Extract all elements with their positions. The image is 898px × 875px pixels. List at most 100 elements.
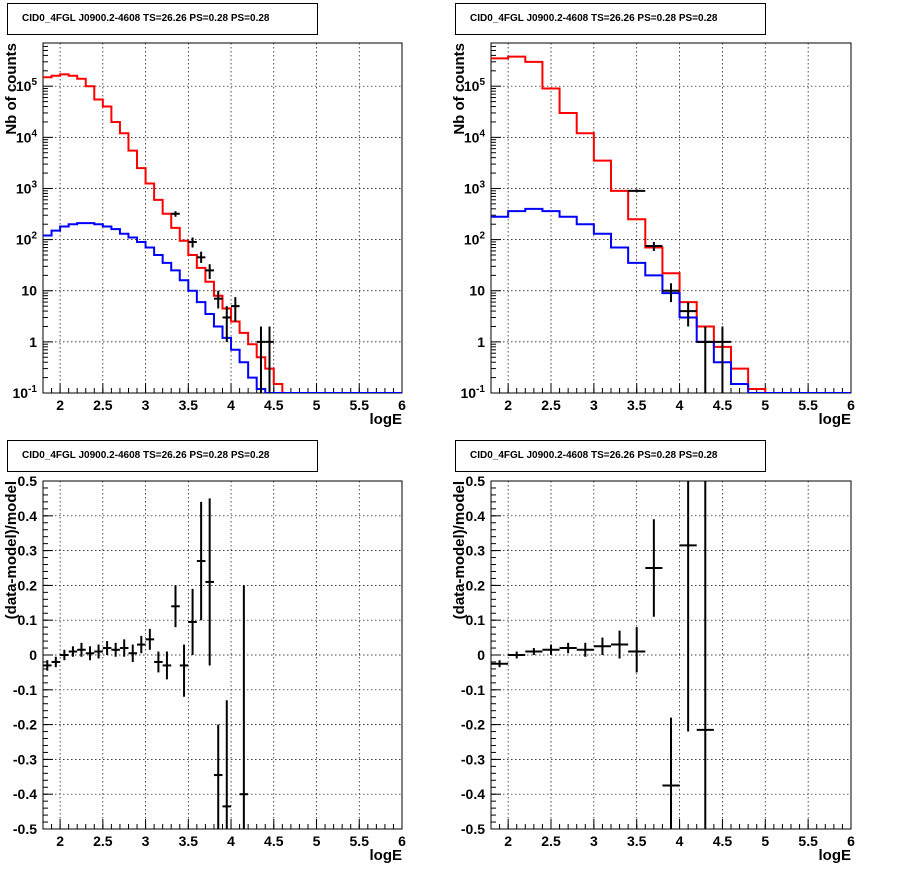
x-tick-label: 2 bbox=[504, 833, 512, 849]
y-tick-label: 10 bbox=[469, 283, 485, 299]
x-axis-label: logE bbox=[370, 847, 403, 864]
x-tick-label: 6 bbox=[847, 397, 855, 413]
y-tick-label: 0.2 bbox=[466, 577, 486, 593]
y-tick-label: 0.3 bbox=[466, 543, 486, 559]
panel-title-bottom-left: CID0_4FGL J0900.2-4608 TS=26.26 PS=0.28 … bbox=[7, 440, 318, 472]
plot-frame bbox=[42, 42, 403, 394]
x-tick-label: 3.5 bbox=[627, 397, 647, 413]
plot-area bbox=[491, 55, 851, 393]
x-tick-label: 3.5 bbox=[179, 397, 199, 413]
x-tick-label: 2.5 bbox=[93, 397, 113, 413]
y-tick-label: 105 bbox=[16, 77, 38, 94]
source_model-histogram bbox=[43, 222, 402, 393]
y-tick-label: -0.1 bbox=[461, 682, 485, 698]
x-tick-label: 4 bbox=[227, 397, 235, 413]
y-tick-label: 0 bbox=[477, 647, 485, 663]
x-tick-label: 5 bbox=[313, 397, 321, 413]
y-tick-label: -0.4 bbox=[461, 786, 485, 802]
y-tick-label: -0.4 bbox=[13, 786, 37, 802]
y-tick-label: 103 bbox=[16, 179, 38, 196]
y-tick-label: 10-1 bbox=[461, 384, 486, 401]
x-tick-label: 4.5 bbox=[264, 397, 284, 413]
x-tick-label: 3.5 bbox=[179, 833, 199, 849]
x-tick-label: 5.5 bbox=[350, 397, 370, 413]
x-tick-label: 4.5 bbox=[713, 397, 733, 413]
source_model-histogram bbox=[491, 207, 851, 393]
x-tick-label: 6 bbox=[398, 397, 406, 413]
x-tick-label: 3.5 bbox=[627, 833, 647, 849]
y-tick-label: -0.5 bbox=[13, 821, 37, 837]
y-axis-label: Nb of counts bbox=[3, 43, 20, 135]
plot-area bbox=[43, 73, 402, 393]
x-tick-label: 4.5 bbox=[264, 833, 284, 849]
x-tick-label: 5 bbox=[761, 397, 769, 413]
y-tick-label: 0.5 bbox=[18, 473, 38, 489]
plot-area bbox=[491, 481, 714, 829]
y-tick-label: 0.4 bbox=[18, 508, 38, 524]
y-tick-label: -0.3 bbox=[13, 751, 37, 767]
panel-title-bottom-right: CID0_4FGL J0900.2-4608 TS=26.26 PS=0.28 … bbox=[455, 440, 766, 472]
y-tick-label: 105 bbox=[464, 77, 486, 94]
y-tick-label: 0.5 bbox=[466, 473, 486, 489]
y-tick-label: 10 bbox=[21, 283, 37, 299]
x-axis-label: logE bbox=[819, 411, 852, 428]
total_model-histogram bbox=[43, 73, 402, 393]
x-axis-label: logE bbox=[370, 411, 403, 428]
y-tick-label: 0.1 bbox=[18, 612, 38, 628]
y-tick-label: -0.3 bbox=[461, 751, 485, 767]
panel-title-top-left: CID0_4FGL J0900.2-4608 TS=26.26 PS=0.28 … bbox=[7, 3, 318, 35]
total_model-histogram bbox=[491, 55, 851, 393]
y-tick-label: 0.1 bbox=[466, 612, 486, 628]
x-tick-label: 4 bbox=[227, 833, 235, 849]
panel-0: 2 2.5 3 3.5 4 4.5 5 5.5 6 10-1 1 10 102 103 104 105 logE… bbox=[3, 42, 406, 428]
y-tick-label: -0.2 bbox=[461, 717, 485, 733]
y-axis-label: (data-model)/model bbox=[3, 481, 20, 619]
x-axis-label: logE bbox=[819, 847, 852, 864]
x-tick-label: 4 bbox=[676, 833, 684, 849]
x-tick-label: 6 bbox=[847, 833, 855, 849]
x-tick-label: 2.5 bbox=[93, 833, 113, 849]
x-tick-label: 5.5 bbox=[798, 833, 818, 849]
x-tick-label: 4.5 bbox=[713, 833, 733, 849]
y-tick-label: -0.2 bbox=[13, 717, 37, 733]
x-tick-label: 6 bbox=[398, 833, 406, 849]
x-tick-label: 3 bbox=[142, 833, 150, 849]
y-tick-label: 104 bbox=[16, 128, 38, 145]
y-tick-label: -0.1 bbox=[13, 682, 37, 698]
y-tick-label: 0 bbox=[29, 647, 37, 663]
y-tick-label: 10-1 bbox=[13, 384, 38, 401]
x-tick-label: 2.5 bbox=[541, 833, 561, 849]
x-tick-label: 5.5 bbox=[798, 397, 818, 413]
x-tick-label: 2 bbox=[504, 397, 512, 413]
y-tick-label: 1 bbox=[477, 334, 485, 350]
y-tick-label: 0.2 bbox=[18, 577, 38, 593]
x-tick-label: 2.5 bbox=[541, 397, 561, 413]
x-tick-label: 2 bbox=[56, 833, 64, 849]
plot-frame bbox=[490, 42, 852, 394]
y-axis-label: (data-model)/model bbox=[451, 481, 468, 619]
y-tick-label: 102 bbox=[464, 231, 486, 248]
x-tick-label: 2 bbox=[56, 397, 64, 413]
panel-1: 2 2.5 3 3.5 4 4.5 5 5.5 6 10-1 1 10 102 103 104 105 logE… bbox=[451, 42, 855, 428]
y-tick-label: 0.4 bbox=[466, 508, 486, 524]
x-tick-label: 5 bbox=[761, 833, 769, 849]
panel-title-top-right: CID0_4FGL J0900.2-4608 TS=26.26 PS=0.28 … bbox=[455, 3, 766, 35]
panel-3: 2 2.5 3 3.5 4 4.5 5 5.5 6 -0.5 -0.4 -0.3 -0.2 -0.1 0 0.… bbox=[451, 473, 855, 864]
x-tick-label: 5 bbox=[313, 833, 321, 849]
y-tick-label: 103 bbox=[464, 179, 486, 196]
y-tick-label: 0.3 bbox=[18, 543, 38, 559]
x-tick-label: 4 bbox=[676, 397, 684, 413]
y-tick-label: -0.5 bbox=[461, 821, 485, 837]
y-tick-label: 102 bbox=[16, 231, 38, 248]
panel-2: 2 2.5 3 3.5 4 4.5 5 5.5 6 -0.5 -0.4 -0.3 -0.2 -0.1 0 0.… bbox=[3, 473, 406, 864]
x-tick-label: 5.5 bbox=[350, 833, 370, 849]
x-tick-label: 3 bbox=[590, 833, 598, 849]
y-tick-label: 1 bbox=[29, 334, 37, 350]
y-axis-label: Nb of counts bbox=[451, 43, 468, 135]
x-tick-label: 3 bbox=[142, 397, 150, 413]
plot-area bbox=[43, 498, 249, 829]
x-tick-label: 3 bbox=[590, 397, 598, 413]
plot-frame bbox=[42, 480, 403, 830]
y-tick-label: 104 bbox=[464, 128, 486, 145]
